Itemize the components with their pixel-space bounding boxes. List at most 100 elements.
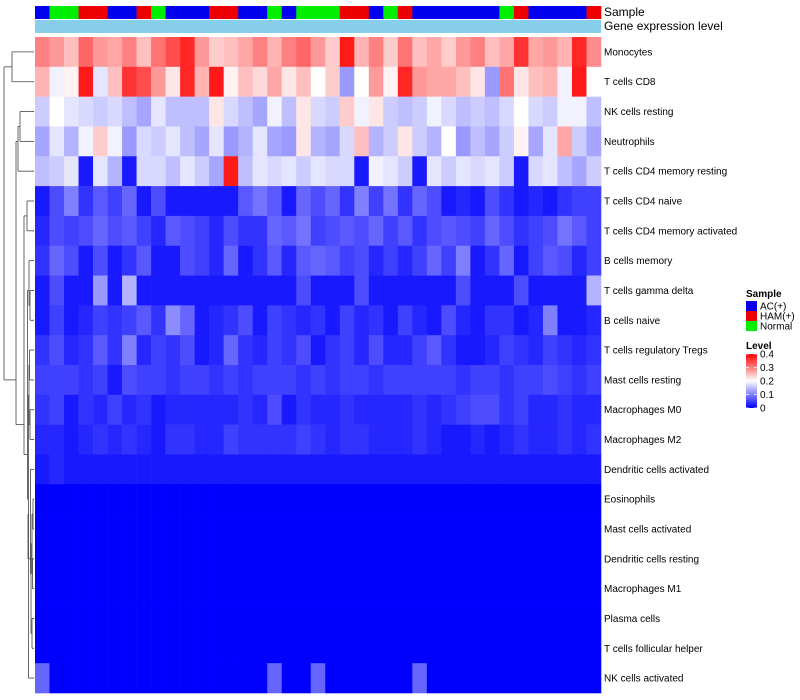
heatmap-cell <box>368 156 384 187</box>
heatmap-cell <box>557 573 573 604</box>
heatmap-cell <box>397 484 413 515</box>
heatmap-cell <box>310 454 326 485</box>
heatmap-cell <box>586 305 602 336</box>
heatmap-cell <box>412 305 428 336</box>
heatmap-cell <box>528 633 544 664</box>
heatmap-cell <box>281 186 297 217</box>
heatmap-cell <box>586 156 602 187</box>
heatmap-cell <box>412 156 428 187</box>
heatmap-cell <box>528 275 544 306</box>
heatmap-cell <box>238 37 253 68</box>
heatmap-cell <box>122 573 137 604</box>
heatmap-cell <box>267 37 283 68</box>
heatmap-cell <box>499 573 515 604</box>
heatmap-cell <box>180 603 195 634</box>
sample-annotation-cell <box>78 6 94 19</box>
heatmap-cell <box>325 424 341 455</box>
heatmap-cell <box>470 215 486 247</box>
heatmap-cell <box>325 305 341 336</box>
heatmap-cell <box>383 424 399 455</box>
heatmap-cell <box>325 96 341 127</box>
heatmap-cell <box>586 245 602 276</box>
heatmap-cell <box>339 603 355 634</box>
sample-annotation-cell <box>571 6 587 19</box>
heatmap-cell <box>136 454 152 485</box>
heatmap-cell <box>107 454 123 485</box>
heatmap-cell <box>64 305 79 336</box>
heatmap-cell <box>354 335 370 366</box>
heatmap-cell <box>339 156 355 187</box>
heatmap-cell <box>542 335 558 366</box>
heatmap-cell <box>586 37 602 68</box>
sample-annotation-cell <box>223 6 239 19</box>
heatmap-cell <box>252 335 268 366</box>
heatmap-cell <box>441 335 457 366</box>
heatmap-cell <box>557 305 573 336</box>
heatmap-cell <box>151 484 166 515</box>
heatmap-cell <box>122 514 137 545</box>
heatmap-cell <box>557 424 573 455</box>
heatmap-cell <box>194 514 210 545</box>
heatmap-cell <box>180 633 195 664</box>
heatmap-cell <box>557 663 573 694</box>
heatmap-cell <box>296 365 312 396</box>
heatmap-cell <box>586 484 602 515</box>
heatmap-cell <box>194 543 210 575</box>
heatmap-cell <box>180 543 195 575</box>
heatmap-cell <box>542 245 558 276</box>
heatmap-cell <box>542 305 558 336</box>
heatmap-cell <box>368 96 384 127</box>
heatmap-cell <box>557 365 573 396</box>
sample-annotation-cell <box>513 6 529 19</box>
heatmap-cell <box>499 454 515 485</box>
heatmap-cell <box>484 514 500 545</box>
heatmap-cell <box>267 126 283 157</box>
heatmap-cell <box>296 215 312 247</box>
heatmap-cell <box>426 275 442 306</box>
heatmap-cell <box>64 603 79 634</box>
row-label: B cells memory <box>604 256 672 267</box>
heatmap-cell <box>513 275 529 306</box>
heatmap-cell <box>122 245 137 276</box>
heatmap-cell <box>310 66 326 97</box>
heatmap-cell <box>238 543 253 575</box>
heatmap-cell <box>35 454 50 485</box>
heatmap-cell <box>165 663 181 694</box>
heatmap-cell <box>571 633 587 664</box>
heatmap-cell <box>151 186 166 217</box>
heatmap-cell <box>107 305 123 336</box>
heatmap-cell <box>368 37 384 68</box>
legend-sample-entries: AC(+)HAM(+)Normal <box>746 301 795 333</box>
heatmap-cell <box>571 663 587 694</box>
heatmap-cell <box>151 156 166 187</box>
heatmap-cell <box>484 663 500 694</box>
heatmap-cell <box>397 603 413 634</box>
heatmap-cell <box>252 275 268 306</box>
heatmap-cell <box>49 245 65 276</box>
heatmap-cell <box>122 215 137 247</box>
heatmap-cell <box>441 215 457 247</box>
heatmap-cell <box>484 37 500 68</box>
heatmap-cell <box>151 394 166 425</box>
heatmap-cell <box>528 484 544 515</box>
heatmap-cell <box>325 215 341 247</box>
heatmap-cell <box>310 394 326 425</box>
heatmap-cell <box>325 66 341 97</box>
heatmap-cell <box>325 514 341 545</box>
heatmap-cell <box>368 424 384 455</box>
heatmap-cell <box>484 394 500 425</box>
heatmap-cell <box>136 66 152 97</box>
heatmap-cell <box>354 573 370 604</box>
heatmap-cell <box>223 335 239 366</box>
heatmap-cell <box>325 186 341 217</box>
heatmap-cell <box>397 454 413 485</box>
heatmap-cell <box>571 126 587 157</box>
heatmap-cell <box>484 365 500 396</box>
heatmap-cell <box>35 275 50 306</box>
heatmap-cell <box>78 484 94 515</box>
heatmap-cell <box>78 394 94 425</box>
heatmap-cell <box>412 484 428 515</box>
heatmap-cell <box>93 514 108 545</box>
heatmap-cell <box>281 394 297 425</box>
heatmap-cell <box>470 126 486 157</box>
